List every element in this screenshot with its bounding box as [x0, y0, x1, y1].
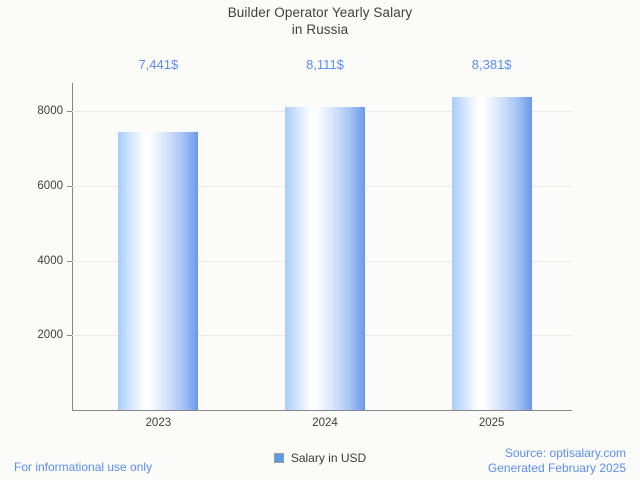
y-axis-tick-mark — [67, 185, 72, 187]
x-axis-tick-label: 2024 — [312, 417, 338, 429]
bar[interactable] — [285, 106, 365, 410]
bar-value-label: 8,111$ — [306, 57, 344, 72]
source-text: Source: optisalary.com — [504, 446, 626, 460]
chart-title: Builder Operator Yearly Salary in Russia — [0, 4, 640, 38]
plot-area: 2000 4000 6000 8000 — [37, 83, 572, 410]
bar[interactable] — [451, 96, 532, 410]
y-axis-tick-label: 2000 — [37, 329, 63, 342]
bar-value-label: 7,441$ — [138, 57, 179, 72]
source-block: Source: optisalary.com Generated Februar… — [488, 446, 626, 476]
x-axis-line — [72, 410, 572, 411]
disclaimer-text: For informational use only — [14, 460, 153, 474]
bar[interactable] — [118, 131, 199, 410]
chart-title-line-1: Builder Operator Yearly Salary — [227, 5, 413, 20]
x-axis-tick-label: 2025 — [478, 417, 505, 429]
y-axis-tick-mark — [67, 111, 72, 113]
y-axis-tick-mark — [67, 335, 72, 337]
y-axis-tick-label: 6000 — [37, 179, 63, 192]
chart-title-line-2: in Russia — [291, 22, 349, 37]
y-axis-tick-label: 4000 — [37, 254, 63, 267]
generated-text: Generated February 2025 — [487, 461, 626, 475]
y-axis-tick-mark — [67, 260, 72, 262]
legend-swatch-icon — [273, 453, 284, 463]
x-axis-tick-label: 2023 — [145, 417, 172, 429]
bar-value-label: 8,381$ — [471, 57, 512, 72]
legend-item-salary-in-usd[interactable]: Salary in USD — [270, 450, 370, 466]
y-axis-tick-label: 8000 — [37, 105, 63, 118]
legend-item-label: Salary in USD — [290, 451, 367, 465]
y-axis-line — [72, 83, 73, 411]
